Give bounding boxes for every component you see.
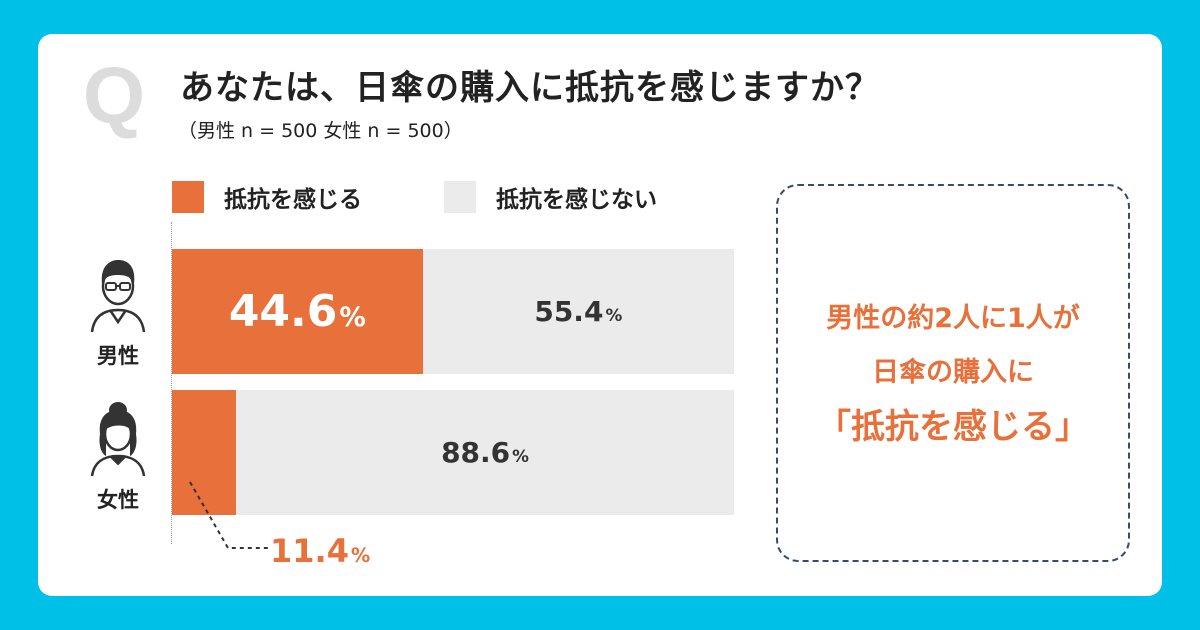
female-person-icon xyxy=(90,402,146,477)
female-label: 女性 xyxy=(97,488,139,512)
summary-line-2: 日傘の購入に xyxy=(872,357,1034,388)
male-group: 男性 xyxy=(78,254,158,370)
female-group: 女性 xyxy=(78,398,158,514)
value-label-female-no-resist: 88.6% xyxy=(441,436,529,469)
bar-row-female: 88.6% xyxy=(172,390,734,515)
legend-item-no-resist: 抵抗を感じない xyxy=(444,180,657,214)
male-label: 男性 xyxy=(97,344,139,368)
bar-female-resist xyxy=(172,390,237,515)
bar-male-no-resist: 55.4% xyxy=(422,249,734,374)
callout-leader-line xyxy=(189,481,270,549)
value-label-male-resist: 44.6% xyxy=(228,286,366,337)
question-q-icon: Q xyxy=(82,51,146,140)
male-person-icon xyxy=(90,260,146,333)
legend-swatch-resist xyxy=(172,181,204,213)
sample-size-note: （男性 n = 500 女性 n = 500） xyxy=(178,120,463,142)
summary-line-3: 「抵抗を感じる」 xyxy=(817,407,1089,447)
value-label-female-resist: 11.4% xyxy=(270,532,371,570)
question-title: あなたは、日傘の購入に抵抗を感じますか？ xyxy=(180,68,880,108)
legend-label-resist: 抵抗を感じる xyxy=(224,187,362,213)
summary-note-box: 男性の約2人に1人が 日傘の購入に 「抵抗を感じる」 xyxy=(776,184,1130,562)
legend-item-resist: 抵抗を感じる xyxy=(172,180,362,214)
bar-male-resist: 44.6% xyxy=(172,249,423,374)
bar-axis-line xyxy=(171,222,172,544)
bar-row-male: 44.6% 55.4% xyxy=(172,249,734,374)
legend-swatch-no-resist xyxy=(444,181,476,213)
bar-female-no-resist: 88.6% xyxy=(236,390,734,515)
value-label-male-no-resist: 55.4% xyxy=(534,295,623,328)
summary-line-1: 男性の約2人に1人が xyxy=(826,303,1080,334)
legend-label-no-resist: 抵抗を感じない xyxy=(496,187,657,213)
